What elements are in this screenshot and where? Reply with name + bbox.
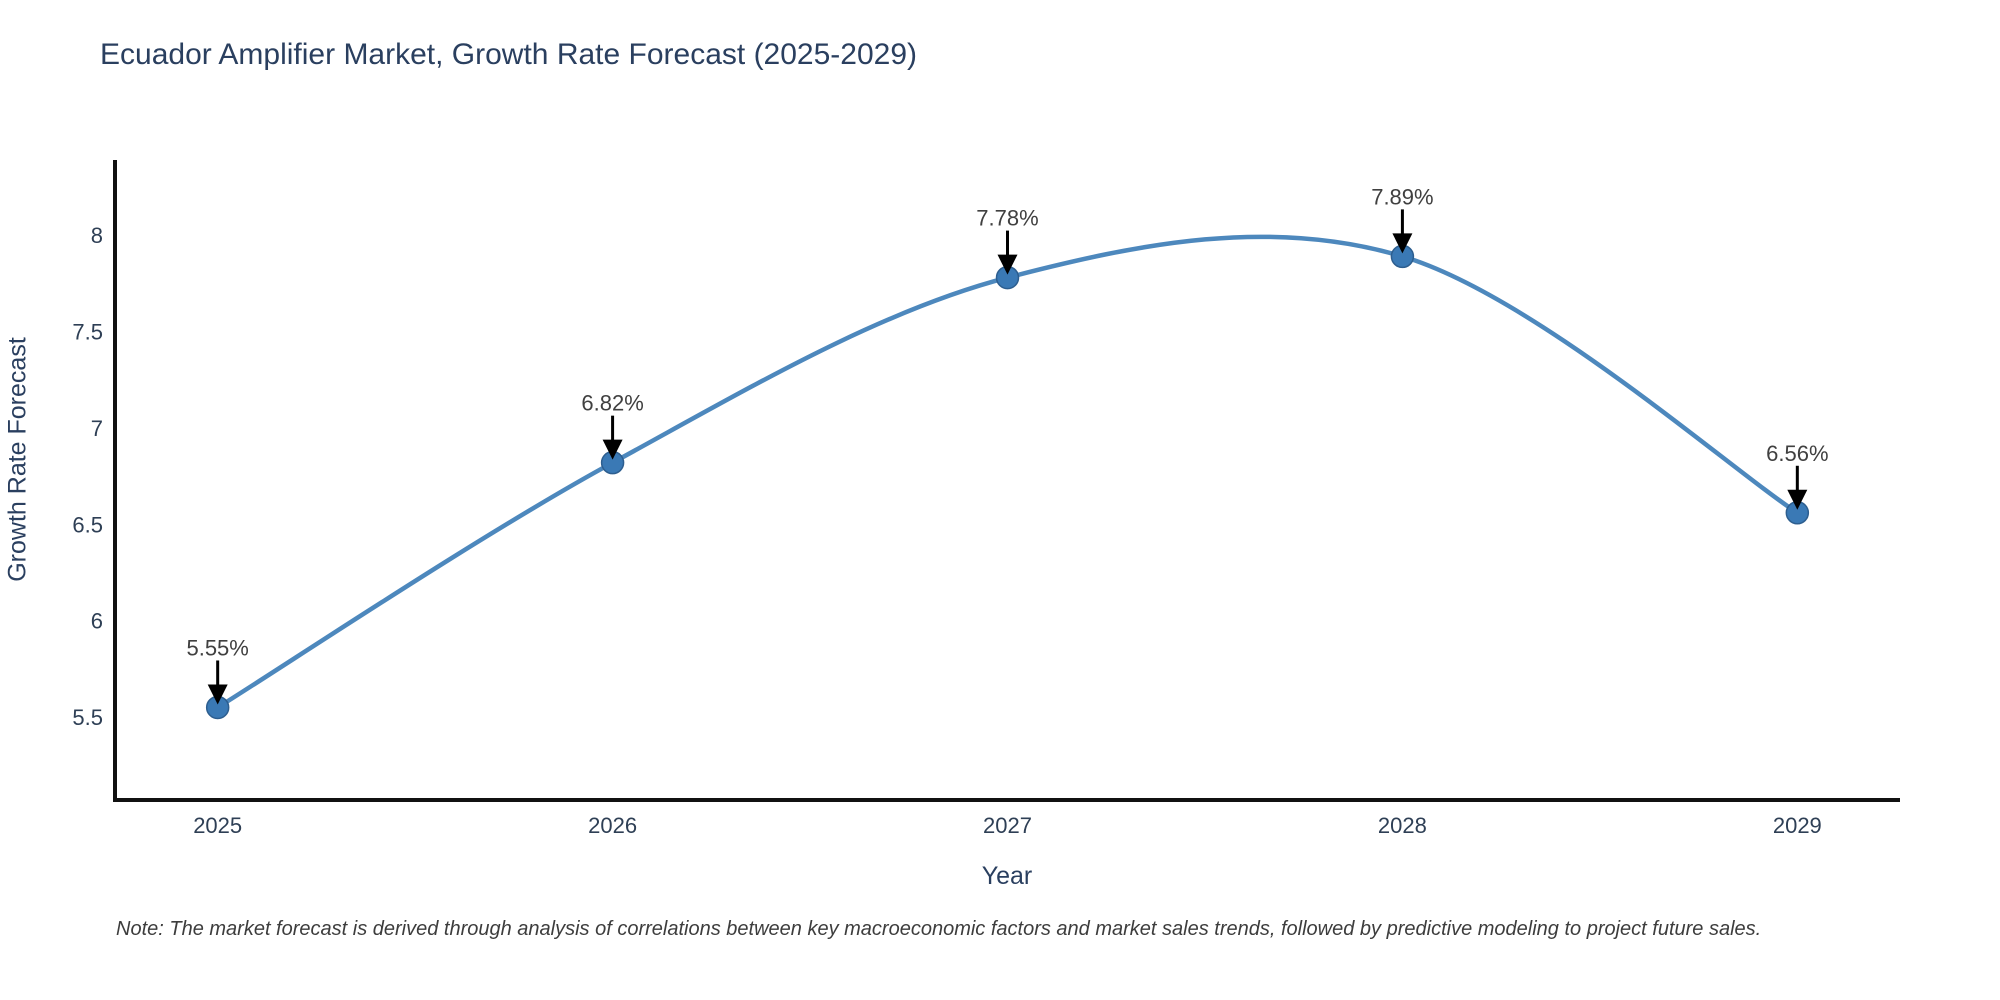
- y-tick-label: 6: [91, 609, 103, 634]
- y-axis-title: Growth Rate Forecast: [3, 337, 32, 582]
- x-tick-label: 2026: [588, 813, 637, 838]
- point-value-label: 6.82%: [581, 391, 643, 416]
- x-axis-title: Year: [981, 862, 1033, 890]
- x-tick-label: 2028: [1378, 813, 1427, 838]
- point-value-label: 7.78%: [976, 206, 1038, 231]
- point-value-label: 5.55%: [186, 635, 248, 660]
- x-tick-label: 2029: [1773, 813, 1822, 838]
- y-tick-label: 7: [91, 416, 103, 441]
- footnote: Note: The market forecast is derived thr…: [116, 918, 1762, 940]
- chart-title: Ecuador Amplifier Market, Growth Rate Fo…: [100, 38, 918, 71]
- annotation-arrow-head: [997, 254, 1018, 275]
- point-value-label: 7.89%: [1371, 184, 1433, 209]
- annotation-arrow-head: [1392, 233, 1413, 254]
- annotation-arrow-head: [207, 684, 228, 705]
- annotation-arrow-head: [1787, 489, 1808, 510]
- y-tick-label: 6.5: [72, 512, 103, 537]
- y-tick-label: 7.5: [72, 320, 103, 345]
- annotation-arrow-head: [602, 439, 623, 460]
- y-tick-label: 8: [91, 223, 103, 248]
- x-tick-label: 2025: [193, 813, 242, 838]
- point-value-label: 6.56%: [1766, 441, 1828, 466]
- y-tick-label: 5.5: [72, 705, 103, 730]
- spline-line: [215, 234, 1800, 710]
- x-tick-label: 2027: [983, 813, 1032, 838]
